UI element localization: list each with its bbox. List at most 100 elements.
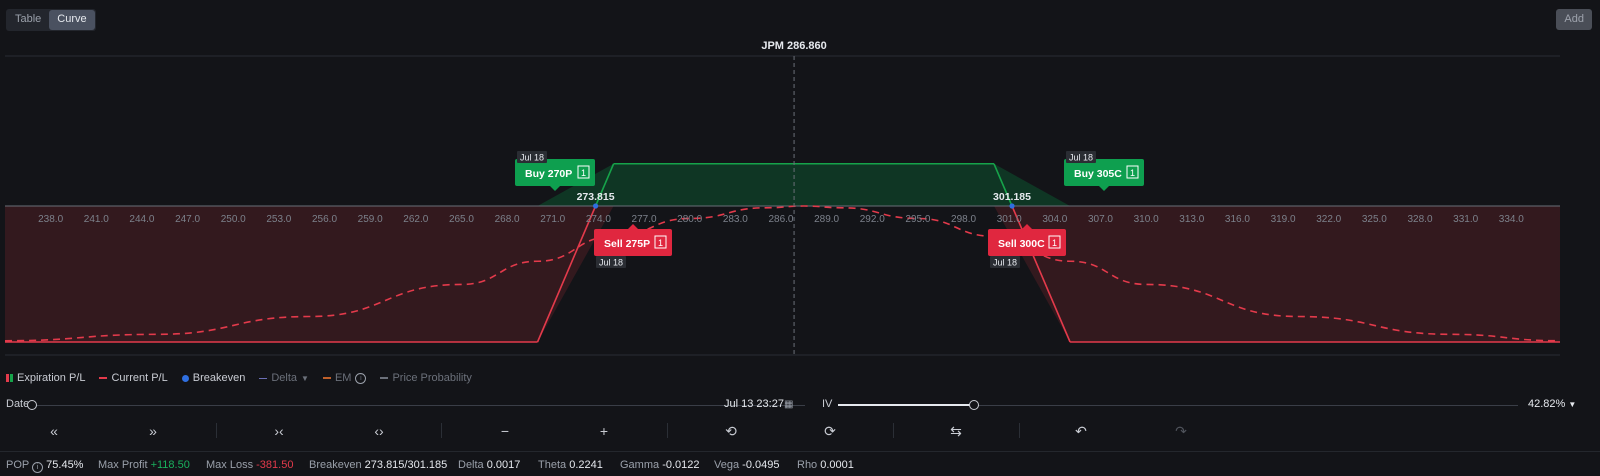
date-slider-track[interactable] xyxy=(33,405,805,406)
x-tick-label: 316.0 xyxy=(1225,214,1250,225)
breakeven-dot xyxy=(592,203,599,209)
current-swatch-icon xyxy=(99,377,108,379)
probability-line-icon xyxy=(380,377,389,379)
iv-slider-handle[interactable] xyxy=(969,400,979,410)
leg-tag-pointer xyxy=(1022,224,1032,229)
leg-tag-label: Sell 275P xyxy=(604,238,650,250)
em-info-icon[interactable]: i xyxy=(355,372,367,384)
expiration-pl-segment xyxy=(536,205,597,343)
leg-tag-buy-305c[interactable]: Buy 305C 1 Jul 18 xyxy=(1064,151,1144,191)
legend-current-label: Current P/L xyxy=(111,372,168,384)
leg-date-badge xyxy=(1066,151,1096,163)
history-back-icon[interactable]: ⟲ xyxy=(725,423,737,439)
pl-chart-svg: JPM 286.860 238.0 241.0 244.0 247.0 250.0 253.… xyxy=(4,40,1561,356)
leg-tag-label: Sell 300C xyxy=(998,238,1045,250)
breakeven-label: 273.815 xyxy=(577,191,615,203)
iv-label: IV xyxy=(822,398,833,410)
x-tick-label: 268.0 xyxy=(495,214,520,225)
calendar-icon[interactable]: ▦ xyxy=(784,399,794,410)
date-label: Date xyxy=(6,398,30,410)
leg-qty-label: 1 xyxy=(1130,168,1135,178)
view-toggle: Table Curve xyxy=(6,9,96,31)
legend-current[interactable]: Current P/L xyxy=(99,372,168,384)
leg-tag-sell-275p[interactable]: Sell 275P 1 Jul 18 xyxy=(594,224,672,268)
x-tick-label: 319.0 xyxy=(1271,214,1296,225)
scroll-right-far-icon[interactable]: » xyxy=(149,423,157,439)
toolbar-divider xyxy=(667,423,668,438)
toolbar-divider xyxy=(893,423,894,438)
leg-tag-pointer xyxy=(1099,186,1109,191)
loss-area xyxy=(5,206,1560,342)
stat-gamma: Gamma -0.0122 xyxy=(620,459,700,471)
table-view-button[interactable]: Table xyxy=(15,13,42,25)
legend-probability-label: Price Probability xyxy=(392,372,472,384)
zoom-out-range-icon[interactable]: ‹› xyxy=(374,423,384,439)
expiration-pl-segment xyxy=(594,163,615,207)
scroll-left-far-icon[interactable]: « xyxy=(50,423,58,439)
stat-rho: Rho 0.0001 xyxy=(797,459,854,471)
pop-info-icon[interactable]: i xyxy=(32,462,44,473)
breakeven-dot xyxy=(1009,203,1015,209)
x-tick-label: 280.0 xyxy=(677,214,702,225)
swap-icon[interactable]: ⇆ xyxy=(950,423,962,439)
x-tick-label: 304.0 xyxy=(1042,214,1067,225)
zoom-plus-icon[interactable]: + xyxy=(599,423,609,439)
x-tick-label: 307.0 xyxy=(1088,214,1113,225)
expiration-swatch-icon xyxy=(6,374,9,382)
zoom-in-range-icon[interactable]: ›‹ xyxy=(274,423,284,439)
legend-em[interactable]: EM i xyxy=(322,372,367,384)
pl-chart[interactable]: JPM 286.860 238.0 241.0 244.0 247.0 250.0 253.… xyxy=(0,36,1600,366)
date-value: Jul 13 23:27 xyxy=(724,398,784,410)
stat-theta: Theta 0.2241 xyxy=(538,459,603,471)
strategy-stats: POP i 75.45% Max Profit +118.50 Max Loss… xyxy=(0,451,1600,474)
x-tick-label: 334.0 xyxy=(1499,214,1524,225)
x-tick-label: 271.0 xyxy=(540,214,565,225)
leg-tag-box xyxy=(988,229,1066,256)
date-slider-handle[interactable] xyxy=(27,400,37,410)
iv-slider-track[interactable] xyxy=(838,405,1518,406)
x-tick-label: 250.0 xyxy=(221,214,246,225)
stat-max-loss: Max Loss -381.50 xyxy=(206,459,294,471)
breakeven-dot-icon xyxy=(181,374,189,382)
leg-tag-box xyxy=(515,159,595,186)
zoom-minus-icon[interactable]: − xyxy=(500,423,510,439)
redo-icon[interactable]: ↷ xyxy=(1175,423,1187,439)
chevron-down-icon: ▼ xyxy=(1568,400,1577,409)
iv-value-dropdown[interactable]: 42.82% ▼ xyxy=(1528,398,1577,410)
undo-icon[interactable]: ↶ xyxy=(1075,423,1087,439)
x-tick-label: 253.0 xyxy=(266,214,291,225)
toolbar-divider xyxy=(441,423,442,438)
x-tick-label: 322.0 xyxy=(1316,214,1341,225)
expiration-pl-segment xyxy=(1011,205,1071,343)
chart-toolbar: « » ›‹ ‹› − + ⟲ ⟳ ⇆ ↶ ↷ xyxy=(0,421,1600,441)
iv-slider-fill xyxy=(838,404,974,406)
chart-legend: Expiration P/L Current P/L Breakeven Del… xyxy=(6,372,472,384)
stat-delta: Delta 0.0017 xyxy=(458,459,521,471)
x-tick-label: 274.0 xyxy=(586,214,611,225)
x-tick-label: 301.0 xyxy=(997,214,1022,225)
leg-qty-box xyxy=(577,165,590,179)
x-tick-label: 325.0 xyxy=(1362,214,1387,225)
leg-tag-buy-270p[interactable]: Buy 270P 1 Jul 18 xyxy=(515,151,595,191)
legend-delta[interactable]: Delta ▼ xyxy=(259,372,309,384)
legend-expiration-label: Expiration P/L xyxy=(17,372,86,384)
x-tick-label: 265.0 xyxy=(449,214,474,225)
expiration-pl-segment xyxy=(993,163,1013,207)
leg-qty-box xyxy=(1048,235,1061,249)
history-forward-icon[interactable]: ⟳ xyxy=(824,423,836,439)
add-button[interactable]: Add xyxy=(1556,9,1592,30)
legend-breakeven[interactable]: Breakeven xyxy=(181,372,246,384)
leg-date-label: Jul 18 xyxy=(993,258,1017,268)
leg-tag-pointer xyxy=(628,224,638,229)
curve-view-button[interactable]: Curve xyxy=(49,10,95,30)
profit-area xyxy=(5,163,1560,206)
em-line-icon xyxy=(322,377,331,379)
leg-tag-box xyxy=(594,229,672,256)
leg-tag-sell-300c[interactable]: Sell 300C 1 Jul 18 xyxy=(988,224,1066,268)
legend-expiration[interactable]: Expiration P/L xyxy=(6,372,85,384)
x-tick-label: 238.0 xyxy=(38,214,63,225)
leg-qty-box xyxy=(654,235,667,249)
legend-probability[interactable]: Price Probability xyxy=(380,372,472,384)
legend-breakeven-label: Breakeven xyxy=(192,372,246,384)
x-tick-label: 283.0 xyxy=(723,214,748,225)
